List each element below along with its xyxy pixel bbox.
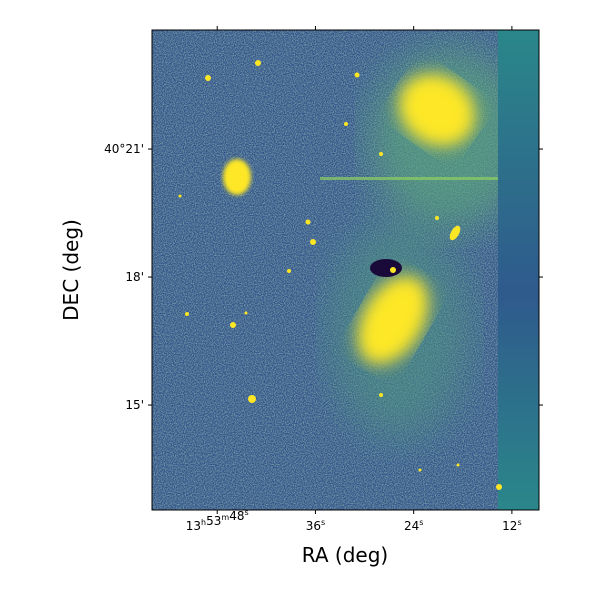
x-axis-label: RA (deg) bbox=[302, 543, 388, 567]
sky-image bbox=[152, 30, 539, 510]
y-axis-label: DEC (deg) bbox=[59, 219, 83, 321]
x-tick-label: 36s bbox=[306, 518, 325, 533]
axes-frame bbox=[151, 29, 540, 511]
y-tick-label: 18' bbox=[125, 270, 144, 284]
y-tick-label: 15' bbox=[125, 398, 144, 412]
x-tick-label: 13h53m48s bbox=[186, 508, 249, 533]
x-tick-label: 24s bbox=[404, 518, 423, 533]
y-tick-label: 40°21' bbox=[104, 142, 144, 156]
x-tick-label: 12s bbox=[502, 518, 521, 533]
